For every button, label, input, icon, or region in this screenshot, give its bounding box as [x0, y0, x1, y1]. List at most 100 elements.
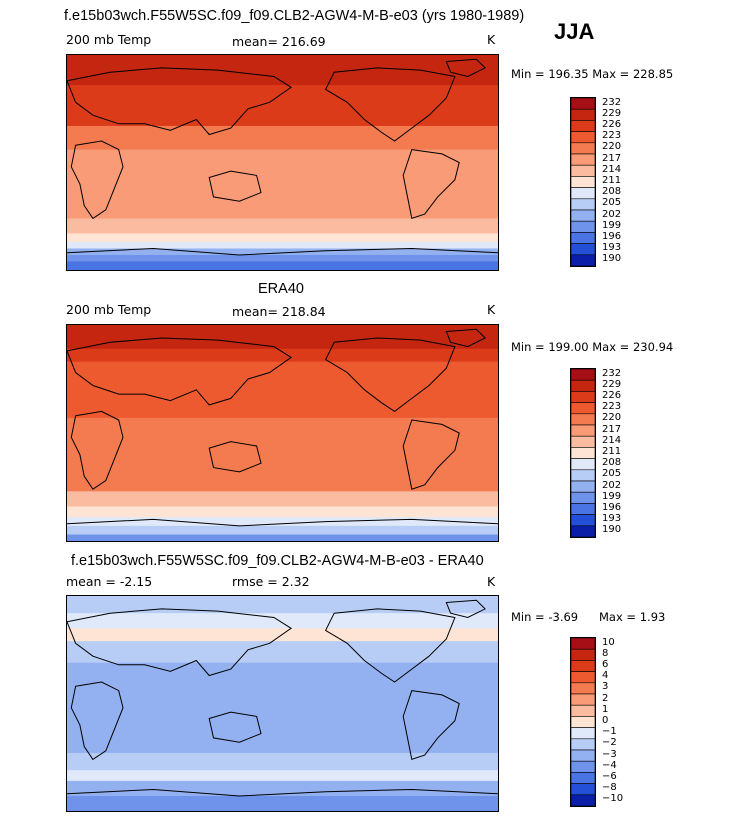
field-band-10: [67, 795, 498, 811]
colorbar-tick-label: 226: [602, 119, 622, 130]
colorbar-swatch-12: [570, 503, 596, 515]
colorbar-tick-label: 214: [602, 163, 622, 175]
colorbar-swatch-4: [570, 413, 596, 426]
panel2-variable-label: 200 mb Temp: [66, 302, 152, 317]
field-band-8: [67, 506, 498, 518]
colorbar-swatch-11: [570, 220, 596, 233]
coastline-0: [70, 410, 124, 490]
panel3-map: [66, 595, 499, 812]
field-band-9: [67, 780, 498, 797]
panel3-colorbar-svg: [570, 637, 596, 807]
colorbar-tick-label: 199: [602, 490, 622, 502]
panel3-units-label: K: [487, 574, 496, 589]
colorbar-tick-label: 211: [602, 446, 622, 457]
colorbar-swatch-11: [570, 760, 596, 773]
colorbar-tick-label: −3: [602, 748, 617, 760]
colorbar-swatch-13: [570, 243, 596, 256]
colorbar-swatch-2: [570, 391, 596, 403]
field-band-7: [67, 491, 498, 507]
coastline-3: [324, 337, 456, 413]
colorbar-swatch-6: [570, 435, 596, 448]
panel2-min-max: Min = 199.00 Max = 230.94: [511, 340, 674, 354]
coastline-4: [402, 149, 460, 220]
colorbar-swatch-1: [570, 648, 596, 661]
colorbar-swatch-3: [570, 402, 596, 415]
colorbar-swatch-9: [570, 469, 596, 482]
field-band-5: [67, 175, 498, 198]
field-band-11: [67, 254, 498, 262]
colorbar-swatch-12: [570, 232, 596, 244]
field-band-12: [67, 261, 498, 270]
coastline-2: [208, 711, 262, 743]
field-band-5: [67, 448, 498, 475]
panel3-rmse-label: rmse = 2.32: [232, 574, 310, 589]
panel2-mean-label: mean= 218.84: [232, 304, 326, 319]
colorbar-tick-label: 220: [602, 141, 622, 153]
coastline-6: [67, 247, 498, 256]
colorbar-swatch-10: [570, 749, 596, 762]
colorbar-tick-label: 229: [602, 107, 622, 119]
colorbar-swatch-13: [570, 514, 596, 527]
colorbar-tick-label: 199: [602, 219, 622, 231]
colorbar-tick-label: 193: [602, 513, 622, 525]
panel3-map-svg: [67, 596, 498, 811]
colorbar-tick-label: 202: [602, 208, 622, 220]
colorbar-tick-label: 202: [602, 479, 622, 491]
field-band-9: [67, 242, 498, 249]
panel1-map-svg: [67, 55, 498, 270]
colorbar-tick-label: 10: [602, 636, 615, 648]
colorbar-tick-label: 2: [602, 692, 609, 704]
colorbar-swatch-3: [570, 131, 596, 144]
colorbar-swatch-0: [570, 368, 596, 381]
panel3-min: Min = -3.69: [511, 610, 579, 624]
colorbar-swatch-14: [570, 525, 596, 538]
coastline-4: [402, 419, 460, 490]
field-band-8: [67, 233, 498, 243]
colorbar-swatch-2: [570, 120, 596, 132]
colorbar-swatch-7: [570, 176, 596, 188]
colorbar-swatch-10: [570, 209, 596, 222]
colorbar-tick-label: −1: [602, 726, 617, 738]
colorbar-swatch-8: [570, 458, 596, 471]
colorbar-tick-label: 196: [602, 231, 622, 242]
panel2-map-svg: [67, 325, 498, 541]
colorbar-swatch-4: [570, 142, 596, 155]
colorbar-tick-label: 3: [602, 681, 609, 693]
coastline-1: [67, 67, 293, 136]
panel3-colorbar: [570, 637, 596, 807]
coastline-6: [67, 518, 498, 527]
colorbar-swatch-0: [570, 97, 596, 110]
colorbar-tick-label: 223: [602, 130, 622, 142]
field-band-2: [67, 98, 498, 127]
field-band-6: [67, 474, 498, 492]
colorbar-tick-label: 0: [602, 715, 609, 726]
panel2-title: ERA40: [258, 281, 304, 297]
colorbar-swatch-8: [570, 187, 596, 200]
coastline-5: [445, 599, 486, 619]
colorbar-swatch-7: [570, 447, 596, 459]
colorbar-swatch-5: [570, 424, 596, 437]
panel2-colorbar-svg: [570, 368, 596, 538]
panel2-colorbar: [570, 368, 596, 538]
colorbar-swatch-5: [570, 153, 596, 166]
panel1-title: f.e15b03wch.F55W5SC.f09_f09.CLB2-AGW4-M-…: [64, 8, 525, 24]
colorbar-tick-label: −8: [602, 782, 617, 794]
colorbar-swatch-4: [570, 682, 596, 695]
colorbar-tick-label: 193: [602, 242, 622, 254]
colorbar-swatch-6: [570, 164, 596, 177]
coastline-5: [445, 328, 486, 348]
colorbar-tick-label: 211: [602, 175, 622, 186]
panel1-min-max: Min = 196.35 Max = 228.85: [511, 67, 674, 81]
panel2-map: [66, 324, 499, 542]
field-band-11: [67, 534, 498, 541]
colorbar-tick-label: 205: [602, 468, 622, 480]
field-band-4: [67, 417, 498, 449]
colorbar-tick-label: 226: [602, 390, 622, 401]
colorbar-swatch-7: [570, 716, 596, 728]
coastline-0: [70, 140, 124, 220]
colorbar-swatch-13: [570, 783, 596, 796]
colorbar-swatch-0: [570, 637, 596, 650]
field-band-3: [67, 641, 498, 664]
colorbar-tick-label: 217: [602, 152, 622, 164]
panel1-units-label: K: [487, 32, 496, 47]
